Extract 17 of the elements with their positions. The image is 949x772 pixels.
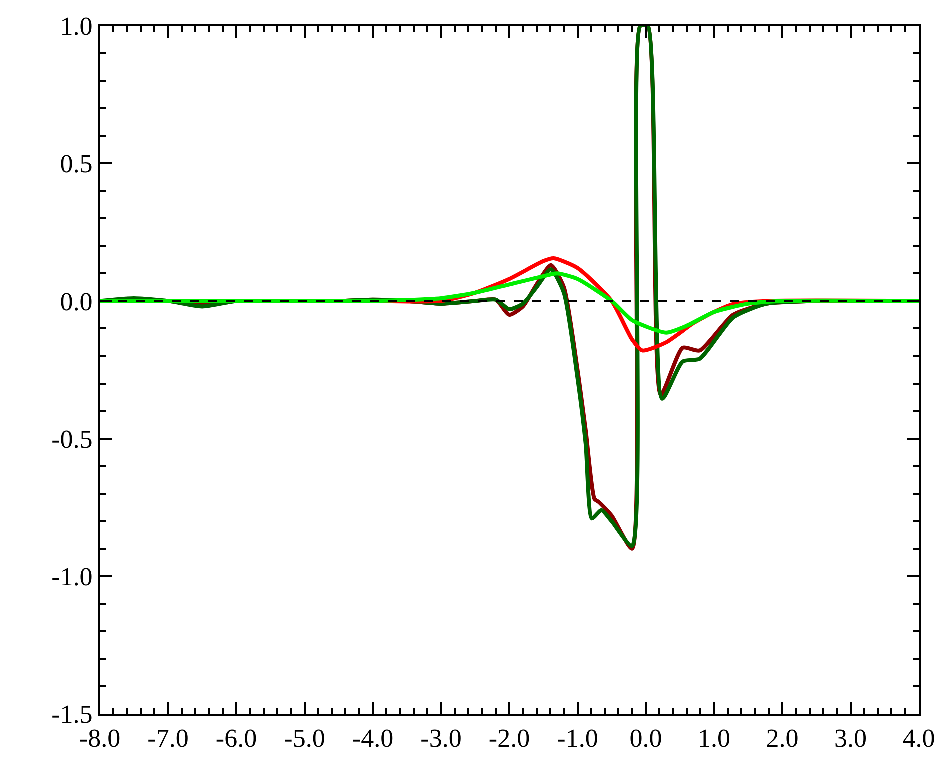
x-tick-label: -2.0 <box>488 724 530 754</box>
x-tick-label: -1.0 <box>557 724 598 754</box>
x-tick-label: -3.0 <box>420 724 462 754</box>
x-tick-label: 1.0 <box>698 724 730 754</box>
x-tick-label: 0.0 <box>630 724 662 754</box>
x-tick-label: -7.0 <box>148 724 189 754</box>
x-tick-label: -4.0 <box>352 724 394 754</box>
y-tick-label: -0.5 <box>52 424 93 454</box>
y-tick-label: -1.0 <box>52 562 93 592</box>
x-tick-label: 4.0 <box>902 724 936 754</box>
y-tick-label: 0.0 <box>60 287 93 316</box>
x-tick-label: -6.0 <box>216 724 258 754</box>
x-tick-label: -5.0 <box>284 724 326 754</box>
y-tick-label: 1.0 <box>60 12 93 42</box>
x-tick-label: 3.0 <box>834 724 867 754</box>
x-tick-label: 2.0 <box>766 724 799 754</box>
y-tick-label: 0.5 <box>60 150 93 179</box>
